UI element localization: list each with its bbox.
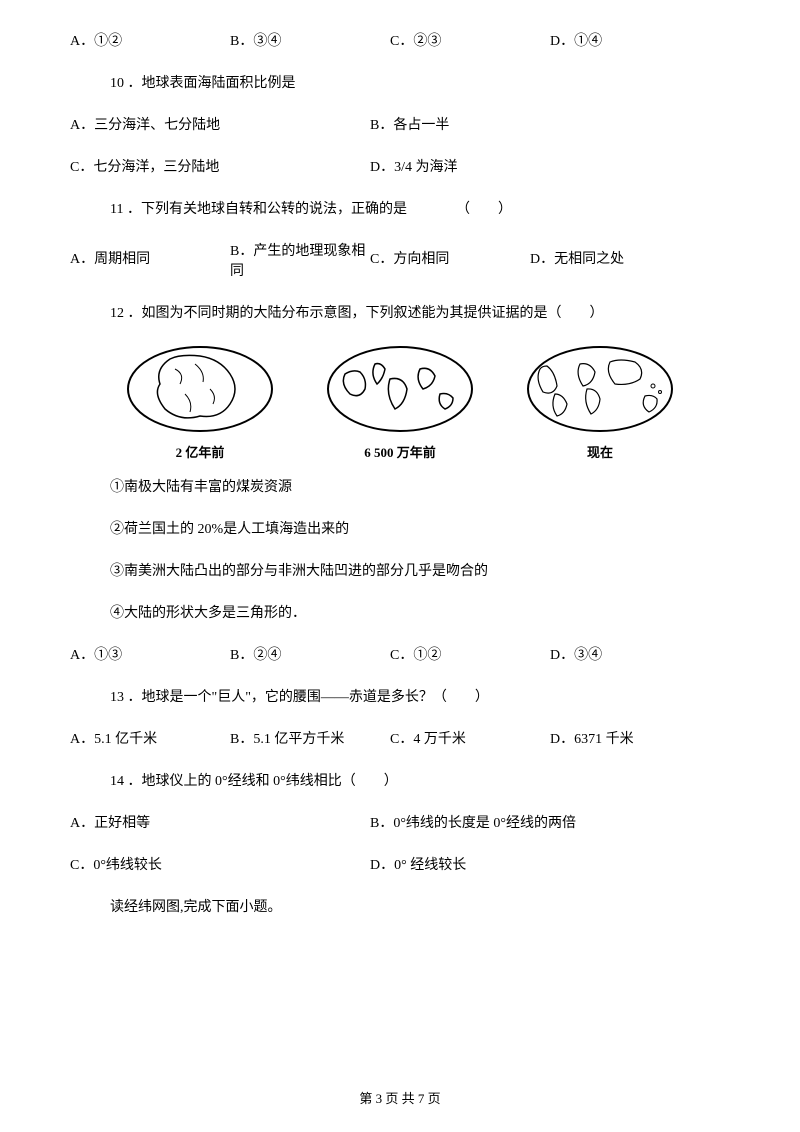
q15-text: 读经纬网图,完成下面小题。 (110, 896, 730, 916)
option-c: C．0°纬线较长 (70, 854, 370, 874)
option-c: C．七分海洋，三分陆地 (70, 156, 370, 176)
option-d: D．①④ (550, 30, 710, 50)
figure-pangaea: 2 亿年前 (125, 344, 275, 461)
option-d: D．6371 千米 (550, 728, 710, 748)
q14-row1: A．正好相等 B．0°纬线的长度是 0°经线的两倍 (70, 812, 730, 832)
q9-options: A．①② B．③④ C．②③ D．①④ (70, 30, 730, 50)
q10-row1: A．三分海洋、七分陆地 B．各占一半 (70, 114, 730, 134)
option-b: B．各占一半 (370, 114, 730, 134)
caption-2: 6 500 万年前 (364, 442, 436, 461)
q10-row2: C．七分海洋，三分陆地 D．3/4 为海洋 (70, 156, 730, 176)
continental-drift-figure: 2 亿年前 6 500 万年前 现在 (100, 344, 700, 461)
option-b-line2: 同 (230, 264, 244, 279)
option-b: B．产生的地理现象相 同 (230, 240, 370, 280)
option-c: C．①② (390, 644, 550, 664)
globe-present-icon (525, 344, 675, 434)
q12-s3: ③南美洲大陆凸出的部分与非洲大陆凹进的部分几乎是吻合的 (110, 560, 730, 580)
option-d: D．3/4 为海洋 (370, 156, 730, 176)
option-a: A．三分海洋、七分陆地 (70, 114, 370, 134)
option-d: D．③④ (550, 644, 710, 664)
q12-text: 12 ．如图为不同时期的大陆分布示意图，下列叙述能为其提供证据的是（ ） (110, 302, 730, 322)
q12-options: A．①③ B．②④ C．①② D．③④ (70, 644, 730, 664)
q13-options: A．5.1 亿千米 B．5.1 亿平方千米 C．4 万千米 D．6371 千米 (70, 728, 730, 748)
q11-text: 11 ．下列有关地球自转和公转的说法，正确的是 （ ） (110, 198, 730, 218)
caption-3: 现在 (587, 442, 613, 461)
q11-options: A．周期相同 B．产生的地理现象相 同 C．方向相同 D．无相同之处 (70, 240, 730, 280)
option-a: A．①② (70, 30, 230, 50)
option-b-line1: B．产生的地理现象相 (230, 244, 365, 259)
option-c: C．②③ (390, 30, 550, 50)
option-b: B．②④ (230, 644, 390, 664)
globe-cretaceous-icon (325, 344, 475, 434)
globe-pangaea-icon (125, 344, 275, 434)
q14-row2: C．0°纬线较长 D．0° 经线较长 (70, 854, 730, 874)
option-d: D．无相同之处 (530, 240, 690, 268)
option-a: A．①③ (70, 644, 230, 664)
q12-s2: ②荷兰国土的 20%是人工填海造出来的 (110, 518, 730, 538)
option-b: B．0°纬线的长度是 0°经线的两倍 (370, 812, 730, 832)
q10-text: 10 ．地球表面海陆面积比例是 (110, 72, 730, 92)
figure-cretaceous: 6 500 万年前 (325, 344, 475, 461)
q12-s4: ④大陆的形状大多是三角形的． (110, 602, 730, 622)
caption-1: 2 亿年前 (176, 442, 225, 461)
option-b: B．5.1 亿平方千米 (230, 728, 390, 748)
figure-present: 现在 (525, 344, 675, 461)
option-a: A．周期相同 (70, 240, 230, 268)
q13-text: 13 ．地球是一个"巨人"，它的腰围——赤道是多长？（ ） (110, 686, 730, 706)
option-b: B．③④ (230, 30, 390, 50)
option-d: D．0° 经线较长 (370, 854, 730, 874)
q12-s1: ①南极大陆有丰富的煤炭资源 (110, 476, 730, 496)
option-a: A．5.1 亿千米 (70, 728, 230, 748)
page-footer: 第 3 页 共 7 页 (0, 1088, 800, 1107)
option-c: C．方向相同 (370, 240, 530, 268)
q14-text: 14 ．地球仪上的 0°经线和 0°纬线相比（ ） (110, 770, 730, 790)
option-c: C．4 万千米 (390, 728, 550, 748)
option-a: A．正好相等 (70, 812, 370, 832)
